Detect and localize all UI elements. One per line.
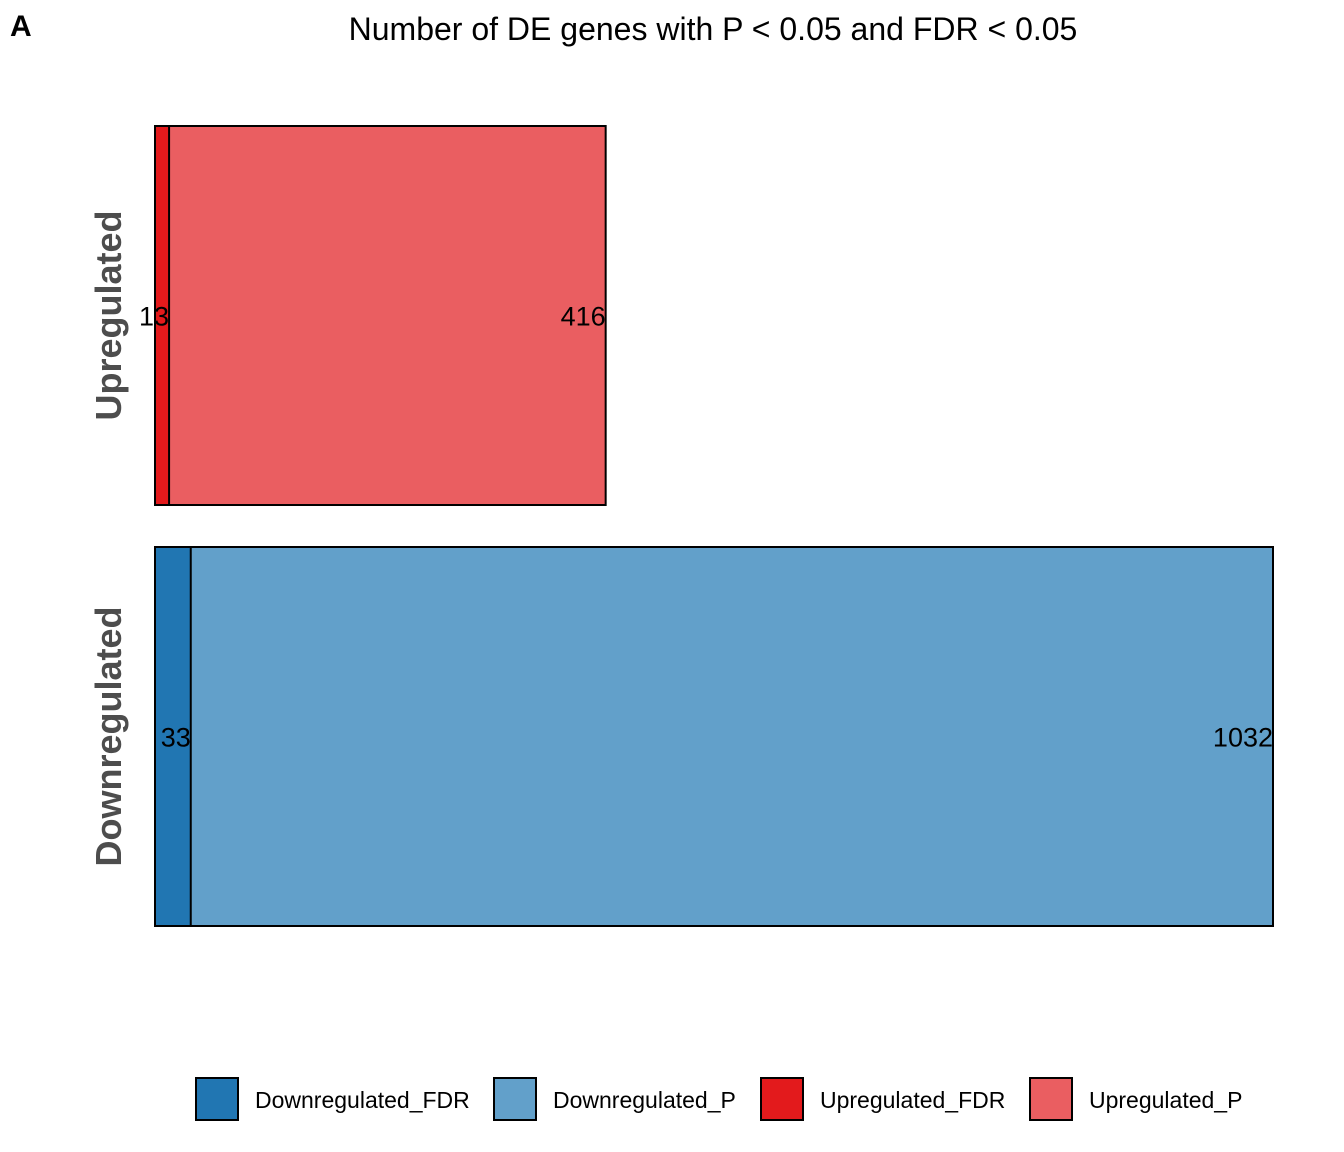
chart-title: Number of DE genes with P < 0.05 and FDR… xyxy=(349,11,1078,47)
data-label-downregulated-p: 1032 xyxy=(1213,723,1273,753)
bar-upregulated-fdr xyxy=(154,125,171,506)
legend-label-upregulated-p: Upregulated_P xyxy=(1089,1087,1242,1113)
data-label-upregulated-fdr: 13 xyxy=(139,302,169,332)
legend-swatch-upregulated-fdr xyxy=(760,1077,804,1121)
legend-label-downregulated-p: Downregulated_P xyxy=(553,1087,736,1113)
legend-item-downregulated-p: Downregulated_P xyxy=(493,1077,736,1121)
data-label-upregulated-p: 416 xyxy=(561,302,606,332)
legend-swatch-upregulated-p xyxy=(1029,1077,1073,1121)
legend-swatch-downregulated-p xyxy=(493,1077,537,1121)
bars-layer: Upregulated 416 13 Downregulated 1032 33 xyxy=(88,125,1274,927)
category-label-downregulated: Downregulated xyxy=(88,606,129,866)
legend-item-upregulated-fdr: Upregulated_FDR xyxy=(760,1077,1005,1121)
legend: Downregulated_FDR Downregulated_P Upregula… xyxy=(195,1077,1242,1121)
category-label-upregulated: Upregulated xyxy=(88,210,129,420)
legend-swatch-downregulated-fdr xyxy=(195,1077,239,1121)
data-label-downregulated-fdr: 33 xyxy=(161,723,191,753)
legend-item-downregulated-fdr: Downregulated_FDR xyxy=(195,1077,470,1121)
bar-downregulated-p xyxy=(154,546,1274,927)
bar-downregulated-fdr xyxy=(154,546,192,927)
legend-label-downregulated-fdr: Downregulated_FDR xyxy=(255,1087,470,1113)
bar-upregulated-p xyxy=(154,125,607,506)
legend-item-upregulated-p: Upregulated_P xyxy=(1029,1077,1242,1121)
legend-label-upregulated-fdr: Upregulated_FDR xyxy=(820,1087,1005,1113)
panel-label: A xyxy=(10,10,32,43)
